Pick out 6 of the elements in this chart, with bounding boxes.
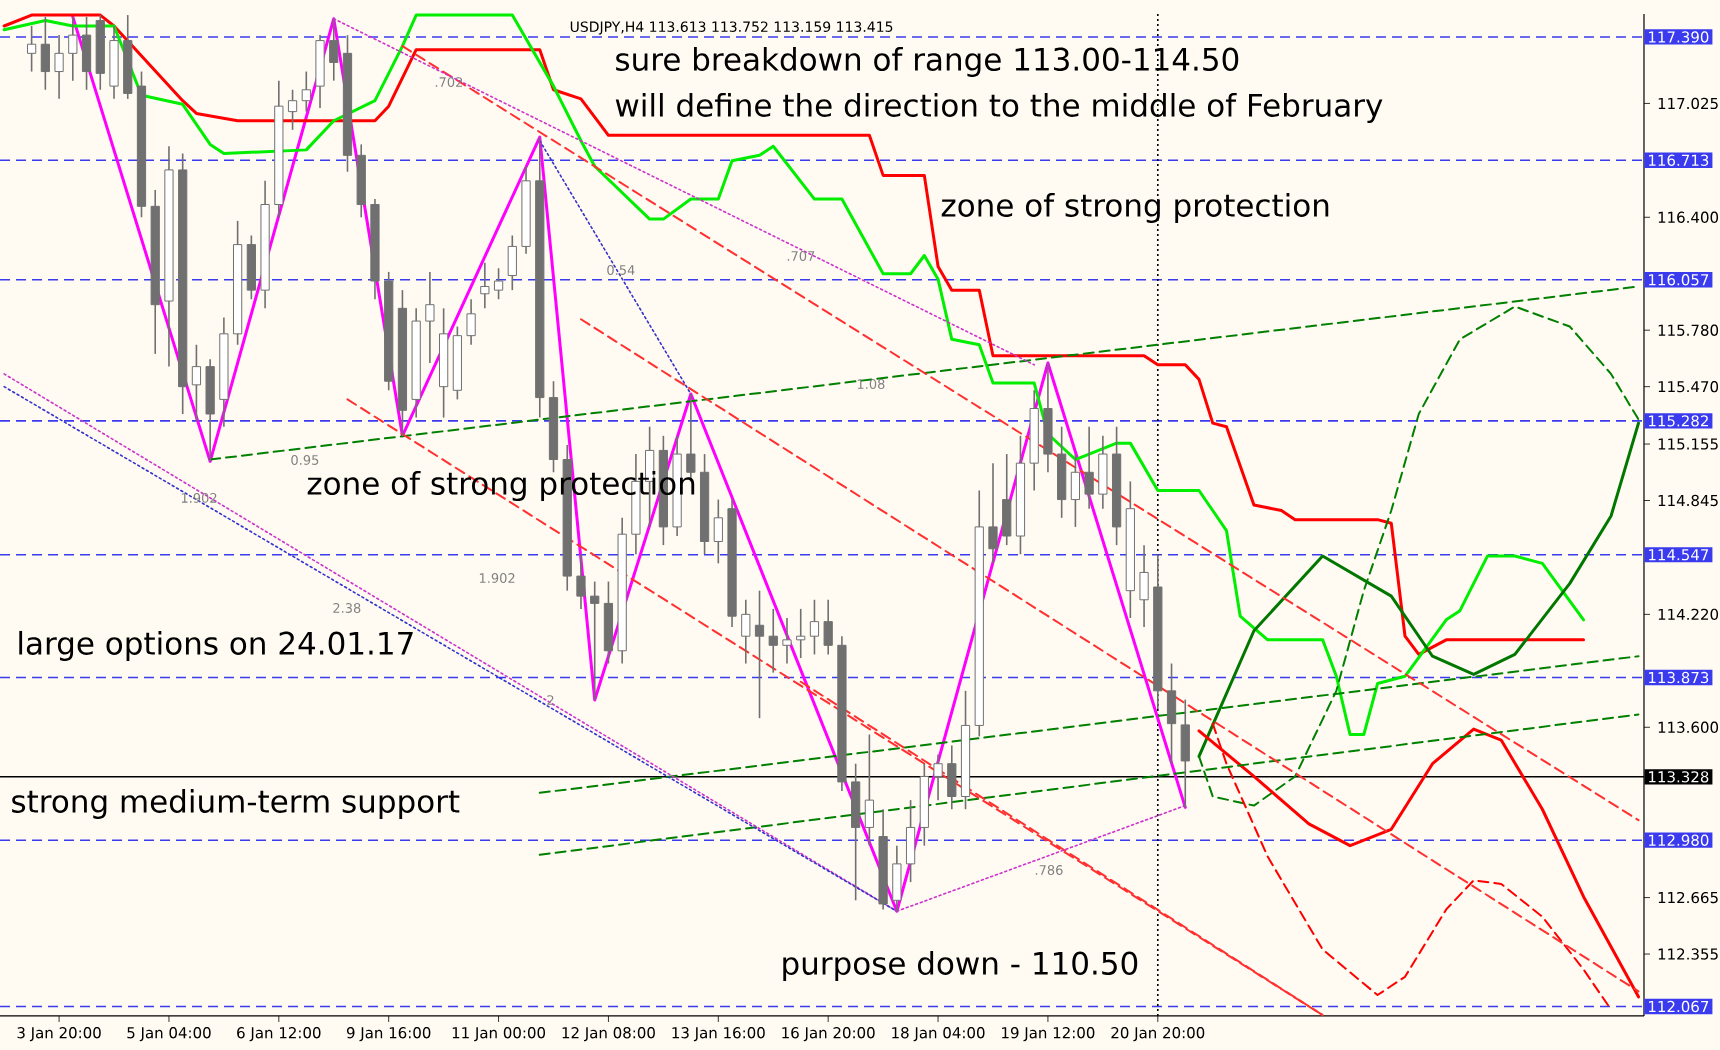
annotation: will define the direction to the middle of February — [615, 92, 1383, 123]
annotation: purpose down - 110.50 — [783, 950, 1138, 981]
annotation: zone of strong protection — [941, 192, 1329, 223]
annotation: large options on 24.01.17 — [19, 630, 413, 661]
annotation: sure breakdown of range 113.00-114.50 — [616, 46, 1239, 77]
annotation: strong medium-term support — [12, 788, 460, 819]
